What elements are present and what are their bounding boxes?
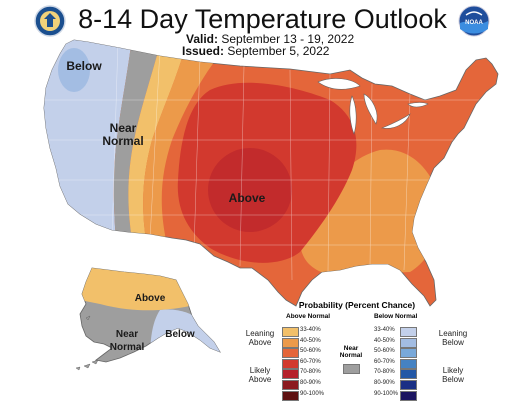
legend-leaning-above: Leaning Above (245, 329, 275, 347)
map-title: 8-14 Day Temperature Outlook (78, 4, 447, 34)
legend-above-bin-label: 60-70% (300, 358, 321, 365)
legend-below-bin-label: 33-40% (374, 327, 395, 333)
state-lines (44, 40, 496, 281)
legend-below-bin-label: 70-80% (374, 369, 395, 376)
valid-line: Valid: September 13 - 19, 2022 (186, 32, 354, 46)
central-70-80 (208, 148, 292, 232)
legend-above-bin-swatch (282, 358, 299, 369)
valid-label: Valid: (186, 32, 219, 46)
aleutian-islands (75, 315, 99, 371)
west-near-normal (113, 40, 160, 240)
legend-below-bin-swatch (400, 327, 417, 337)
legend-above-bin-label: 50-60% (300, 348, 321, 355)
label-above-central: Above (228, 191, 266, 205)
legend-likely-above: Likely Above (248, 366, 272, 384)
legend-above-bin-label: 70-80% (300, 369, 321, 376)
legend-above-bin-swatch (282, 369, 299, 380)
issued-line: Issued: September 5, 2022 (182, 44, 329, 58)
legend-above-bin-swatch (282, 337, 299, 348)
legend-below-bin-swatch (400, 380, 417, 390)
legend-below-bin-swatch (400, 358, 417, 369)
legend-below-bin-label: 40-50% (374, 337, 395, 344)
legend-below-bin-label: 80-90% (374, 380, 395, 386)
legend-above-bin-label: 40-50% (300, 337, 321, 344)
legend-below-bin-swatch (400, 390, 417, 401)
legend-above-bin-swatch (282, 327, 299, 337)
legend-above-bin-label: 80-90% (300, 380, 321, 386)
west-above-33-40 (128, 44, 185, 240)
legend-likely-below: Likely Below (442, 366, 464, 384)
noaa-logo-icon: NOAA (458, 5, 490, 37)
issued-label: Issued: (182, 44, 225, 58)
legend-below-bin-swatch (400, 348, 417, 359)
legend-near-normal-swatch (343, 364, 360, 374)
noaa-logo-text: NOAA (465, 20, 483, 26)
label-alaska-near-normal: Near Normal (109, 329, 145, 353)
legend-above-bin-swatch (282, 380, 299, 390)
label-near-normal-west: Near Normal (102, 121, 144, 148)
issued-date: September 5, 2022 (227, 44, 330, 58)
legend-above-bin-label: 90-100% (300, 390, 325, 397)
legend-above-header: Above Normal (286, 313, 331, 320)
doc-seal-icon (34, 5, 66, 37)
legend-below-bin-swatch (400, 369, 417, 380)
legend-above-bin-swatch (282, 348, 299, 359)
legend-title: Probability (Percent Chance) (298, 300, 416, 310)
legend-above-bin-swatch (282, 390, 299, 401)
legend-below-bin-label: 50-60% (374, 348, 395, 355)
legend-above-bin-label: 33-40% (300, 327, 321, 333)
northwest-below-40-50 (58, 48, 90, 92)
legend-leaning-below: Leaning Below (438, 329, 468, 347)
label-alaska-above: Above (134, 293, 166, 304)
label-alaska-below: Below (165, 329, 195, 340)
valid-dates: September 13 - 19, 2022 (221, 32, 355, 46)
probability-legend: Probability (Percent Chance) Above Norma… (242, 300, 472, 403)
great-lakes (317, 78, 429, 135)
legend-below-bin-label: 90-100% (374, 390, 399, 397)
legend-near-normal-label: Near Normal (339, 345, 363, 359)
label-below-northwest: Below (66, 59, 102, 73)
legend-below-header: Below Normal (374, 313, 418, 320)
legend-below-bin-swatch (400, 337, 417, 348)
legend-below-bin-label: 60-70% (374, 358, 395, 365)
